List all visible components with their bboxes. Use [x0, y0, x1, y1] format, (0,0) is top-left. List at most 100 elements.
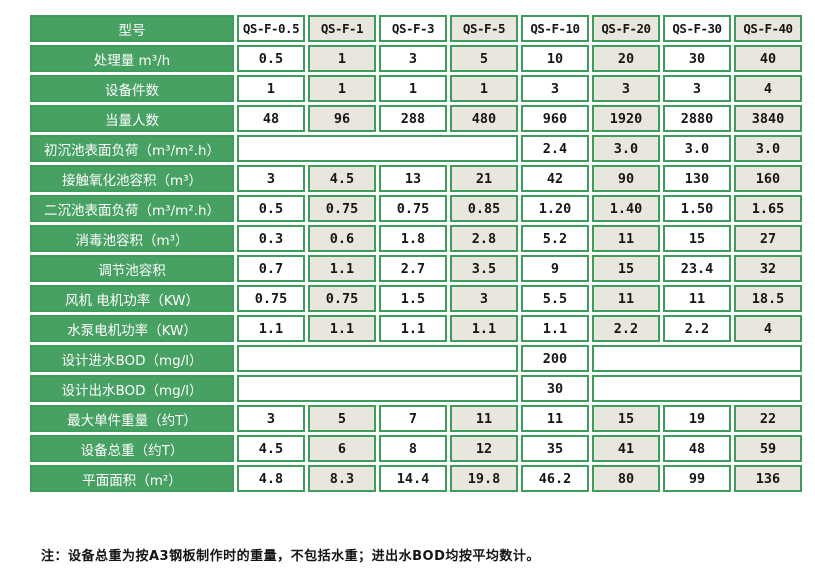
data-cell: 0.75	[308, 195, 376, 222]
row-label-cell: 设计出水BOD（mg/l）	[30, 375, 234, 402]
table-row: 初沉池表面负荷（m³/m².h） 2.4 3.0 3.0 3.0	[30, 135, 802, 162]
model-header-cell: QS-F-40	[734, 15, 802, 42]
data-cell: 5	[450, 45, 518, 72]
header-row: 型号 QS-F-0.5 QS-F-1 QS-F-3 QS-F-5 QS-F-10 QS-F-…	[30, 15, 802, 42]
data-cell: 0.75	[237, 285, 305, 312]
table-row: 风机 电机功率（KW） 0.75 0.75 1.5 3 5.5 11 11 18.5	[30, 285, 802, 312]
model-header-cell: QS-F-10	[521, 15, 589, 42]
data-cell: 0.75	[308, 285, 376, 312]
data-cell: 3.5	[450, 255, 518, 282]
data-cell: 5.2	[521, 225, 589, 252]
data-cell: 160	[734, 165, 802, 192]
data-cell: 3	[592, 75, 660, 102]
data-cell: 11	[521, 405, 589, 432]
data-cell: 7	[379, 405, 447, 432]
data-cell: 2.4	[521, 135, 589, 162]
table-row: 当量人数 48 96 288 480 960 1920 2880 3840	[30, 105, 802, 132]
data-cell: 5	[308, 405, 376, 432]
empty-cell	[592, 345, 802, 372]
data-cell: 90	[592, 165, 660, 192]
data-cell: 3	[521, 75, 589, 102]
data-cell: 130	[663, 165, 731, 192]
table-row: 设计进水BOD（mg/l） 200	[30, 345, 802, 372]
data-cell: 27	[734, 225, 802, 252]
table-row: 最大单件重量（约T） 3 5 7 11 11 15 19 22	[30, 405, 802, 432]
data-cell: 11	[450, 405, 518, 432]
data-cell: 3.0	[734, 135, 802, 162]
data-cell: 3.0	[592, 135, 660, 162]
data-cell: 1.1	[521, 315, 589, 342]
data-cell: 0.5	[237, 45, 305, 72]
table-row: 设计出水BOD（mg/l） 30	[30, 375, 802, 402]
data-cell: 4.5	[237, 435, 305, 462]
empty-cell	[237, 375, 518, 402]
data-cell: 2.7	[379, 255, 447, 282]
data-cell: 19	[663, 405, 731, 432]
data-cell: 0.6	[308, 225, 376, 252]
data-cell: 42	[521, 165, 589, 192]
data-cell: 1.65	[734, 195, 802, 222]
data-cell: 12	[450, 435, 518, 462]
row-label-cell: 消毒池容积（m³）	[30, 225, 234, 252]
data-cell: 18.5	[734, 285, 802, 312]
data-cell: 0.7	[237, 255, 305, 282]
data-cell: 11	[592, 285, 660, 312]
data-cell: 1.5	[379, 285, 447, 312]
data-cell: 1	[237, 75, 305, 102]
data-cell: 0.75	[379, 195, 447, 222]
data-cell: 3	[663, 75, 731, 102]
data-cell: 288	[379, 105, 447, 132]
data-cell: 1.1	[450, 315, 518, 342]
data-cell: 3	[237, 405, 305, 432]
data-cell: 3	[450, 285, 518, 312]
data-cell: 30	[521, 375, 589, 402]
data-cell: 4.5	[308, 165, 376, 192]
row-label-cell: 平面面积（m²）	[30, 465, 234, 492]
data-cell: 11	[663, 285, 731, 312]
footnote: 注：设备总重为按A3钢板制作时的重量，不包括水重；进出水BOD均按平均数计。	[41, 549, 540, 564]
data-cell: 15	[592, 255, 660, 282]
data-cell: 22	[734, 405, 802, 432]
row-label-cell: 水泵电机功率（KW）	[30, 315, 234, 342]
data-cell: 4.8	[237, 465, 305, 492]
data-cell: 1.1	[308, 315, 376, 342]
spec-table-body: 型号 QS-F-0.5 QS-F-1 QS-F-3 QS-F-5 QS-F-10 QS-F-…	[30, 15, 802, 492]
data-cell: 14.4	[379, 465, 447, 492]
data-cell: 0.3	[237, 225, 305, 252]
table-row: 接触氧化池容积（m³） 3 4.5 13 21 42 90 130 160	[30, 165, 802, 192]
data-cell: 1	[308, 75, 376, 102]
row-label-cell: 设备总重（约T）	[30, 435, 234, 462]
data-cell: 5.5	[521, 285, 589, 312]
data-cell: 0.5	[237, 195, 305, 222]
table-row: 消毒池容积（m³） 0.3 0.6 1.8 2.8 5.2 11 15 27	[30, 225, 802, 252]
data-cell: 40	[734, 45, 802, 72]
row-label-cell: 设计进水BOD（mg/l）	[30, 345, 234, 372]
data-cell: 32	[734, 255, 802, 282]
data-cell: 21	[450, 165, 518, 192]
data-cell: 41	[592, 435, 660, 462]
data-cell: 80	[592, 465, 660, 492]
corner-label-cell: 型号	[30, 15, 234, 42]
data-cell: 136	[734, 465, 802, 492]
data-cell: 15	[592, 405, 660, 432]
empty-cell	[592, 375, 802, 402]
data-cell: 3840	[734, 105, 802, 132]
data-cell: 23.4	[663, 255, 731, 282]
data-cell: 96	[308, 105, 376, 132]
row-label-cell: 最大单件重量（约T）	[30, 405, 234, 432]
data-cell: 8.3	[308, 465, 376, 492]
table-row: 处理量 m³/h 0.5 1 3 5 10 20 30 40	[30, 45, 802, 72]
data-cell: 19.8	[450, 465, 518, 492]
data-cell: 8	[379, 435, 447, 462]
table-row: 设备总重（约T） 4.5 6 8 12 35 41 48 59	[30, 435, 802, 462]
table-row: 水泵电机功率（KW） 1.1 1.1 1.1 1.1 1.1 2.2 2.2 4	[30, 315, 802, 342]
data-cell: 11	[592, 225, 660, 252]
data-cell: 480	[450, 105, 518, 132]
data-cell: 2.8	[450, 225, 518, 252]
model-header-cell: QS-F-30	[663, 15, 731, 42]
data-cell: 1.50	[663, 195, 731, 222]
data-cell: 99	[663, 465, 731, 492]
data-cell: 46.2	[521, 465, 589, 492]
data-cell: 1.40	[592, 195, 660, 222]
row-label-cell: 处理量 m³/h	[30, 45, 234, 72]
